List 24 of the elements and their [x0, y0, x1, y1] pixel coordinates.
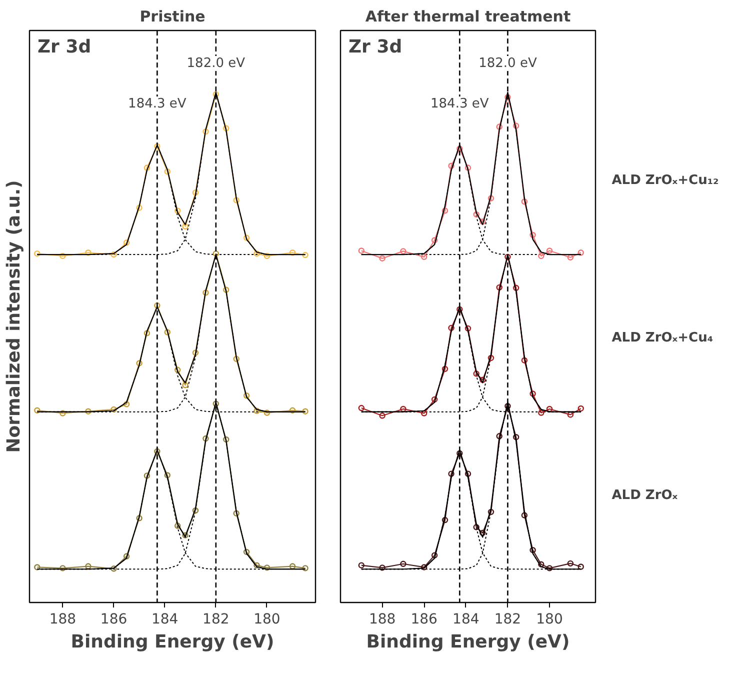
text: ALD ZrOₓ	[612, 488, 678, 503]
chart-title: After thermal treatment	[365, 8, 571, 26]
x-tick-label: 188	[368, 612, 396, 628]
x-tick-label: 180	[536, 612, 563, 628]
x-tick-label: 182	[202, 612, 230, 628]
x-tick-label: 188	[49, 612, 76, 628]
x-axis-title: Binding Energy (eV)	[366, 632, 570, 652]
text: ALD ZrOₓ+Cu₁₂	[612, 173, 719, 188]
ref-line-label: 182.0 eV	[478, 56, 537, 72]
ref-line-label: 184.3 eV	[430, 96, 489, 112]
x-tick-label: 180	[254, 612, 280, 628]
x-tick-label: 184	[452, 612, 480, 628]
text: Zr 3d	[38, 36, 92, 58]
ref-line-label: 184.3 eV	[128, 96, 186, 112]
text: Zr 3d	[348, 36, 402, 58]
x-tick-label: 184	[151, 612, 178, 628]
x-tick-label: 186	[410, 612, 438, 628]
x-tick-label: 186	[100, 612, 128, 628]
text: ALD ZrOₓ+Cu₄	[612, 330, 714, 346]
x-axis-title: Binding Energy (eV)	[70, 632, 274, 652]
x-tick-label: 182	[494, 612, 522, 628]
ref-line-label: 182.0 eV	[186, 56, 246, 72]
y-axis-title: Normalized intensity (a.u.)	[4, 180, 24, 453]
chart-title: Pristine	[140, 8, 206, 26]
